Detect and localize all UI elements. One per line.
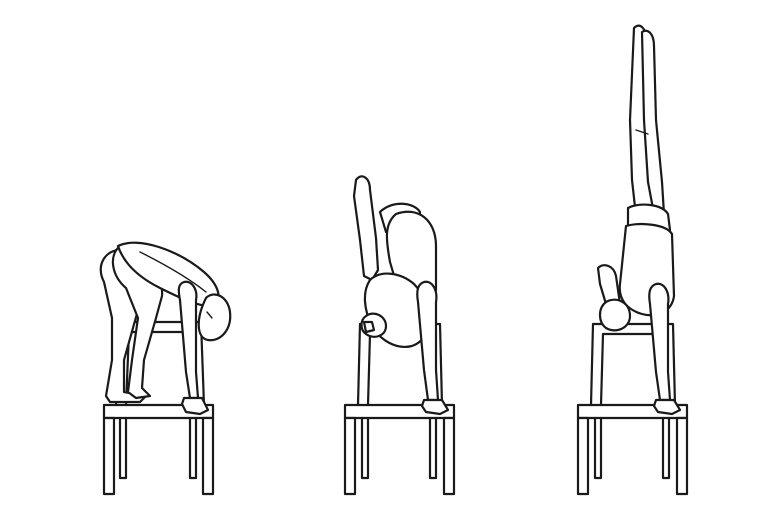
person-2 bbox=[352, 175, 450, 416]
stage-1-figure bbox=[99, 241, 232, 496]
stage-3-figure bbox=[576, 24, 689, 496]
person-3 bbox=[596, 24, 682, 416]
stage-2-figure bbox=[343, 175, 456, 496]
person-1 bbox=[99, 241, 232, 416]
